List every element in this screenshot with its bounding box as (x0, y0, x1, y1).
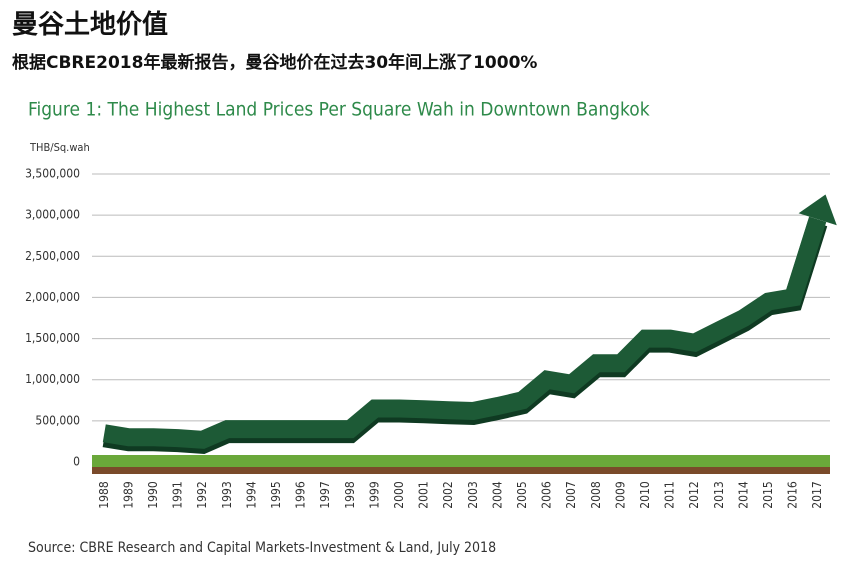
x-tick-label: 2009 (613, 481, 627, 509)
x-tick-label: 2008 (589, 481, 603, 509)
x-tick-label: 2010 (638, 481, 652, 509)
y-tick-label: 0 (73, 455, 80, 469)
x-tick-label: 1994 (244, 481, 258, 509)
x-tick-label: 1993 (220, 481, 234, 508)
x-tick-label: 2017 (810, 481, 824, 508)
source-note: Source: CBRE Research and Capital Market… (28, 540, 496, 556)
x-tick-label: 1995 (269, 481, 283, 508)
grass (92, 455, 830, 467)
chart-title: Figure 1: The Highest Land Prices Per Sq… (28, 99, 650, 121)
y-tick-label: 1,000,000 (25, 372, 80, 386)
x-tick-label: 2005 (515, 481, 529, 508)
soil (92, 466, 830, 474)
ground (92, 455, 830, 474)
x-tick-label: 2013 (712, 481, 726, 508)
x-tick-label: 2006 (540, 481, 554, 509)
x-tick-label: 2003 (466, 481, 480, 508)
x-tick-label: 1991 (171, 481, 185, 508)
subheading: 根据CBRE2018年最新报告，曼谷地价在过去30年间上涨了1000% (12, 53, 538, 73)
x-tick-label: 1990 (146, 481, 160, 509)
x-tick-label: 2002 (441, 481, 455, 508)
y-axis-label: THB/Sq.wah (29, 141, 90, 154)
y-tick-label: 1,500,000 (25, 331, 80, 345)
x-tick-label: 2007 (564, 481, 578, 508)
y-tick-label: 3,000,000 (25, 208, 80, 222)
arrowhead (798, 194, 837, 226)
x-tick-label: 2001 (417, 481, 431, 508)
x-tick-label: 2014 (736, 481, 750, 509)
x-tick-label: 1998 (343, 481, 357, 509)
heading: 曼谷土地价值 (12, 10, 169, 40)
y-tick-label: 500,000 (35, 413, 80, 427)
y-tick-label: 2,500,000 (25, 249, 80, 263)
x-tick-label: 1997 (318, 481, 332, 508)
x-tick-label: 2015 (761, 481, 775, 508)
x-tick-label: 2012 (687, 481, 701, 508)
line (102, 216, 827, 449)
x-tick-label: 2004 (490, 481, 504, 509)
x-tick-label: 2016 (786, 481, 800, 509)
x-tick-label: 1989 (121, 481, 135, 509)
x-tick-label: 2011 (663, 481, 677, 508)
y-tick-label: 2,000,000 (25, 290, 80, 304)
x-tick-label: 1996 (294, 481, 308, 509)
x-tick-label: 1999 (367, 481, 381, 509)
x-tick-label: 2000 (392, 481, 406, 509)
x-tick-label: 1988 (97, 481, 111, 509)
y-tick-label: 3,500,000 (25, 167, 80, 181)
x-tick-label: 1992 (195, 481, 209, 508)
